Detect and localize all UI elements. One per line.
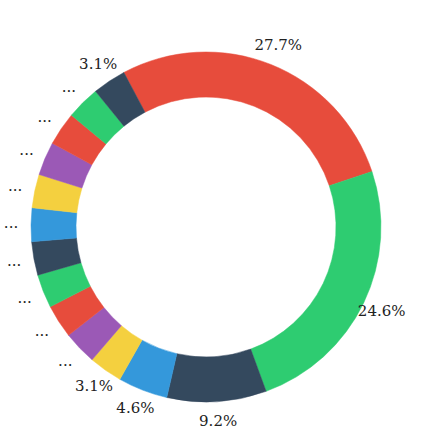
data-label: 3.1%	[79, 55, 117, 73]
data-label: 9.2%	[199, 412, 237, 430]
data-label: 27.7%	[254, 36, 302, 54]
slice	[124, 52, 372, 186]
data-label: ...	[4, 214, 18, 232]
data-label: 4.6%	[116, 399, 154, 417]
data-label: 24.6%	[358, 302, 406, 320]
data-label: ...	[8, 177, 22, 195]
slices	[31, 52, 381, 402]
labels: 27.7%24.6%9.2%4.6%3.1%..................…	[4, 36, 406, 430]
data-label: ...	[37, 108, 51, 126]
chart-container: 27.7%24.6%9.2%4.6%3.1%..................…	[0, 0, 426, 430]
data-label: 3.1%	[75, 377, 113, 395]
data-label: ...	[62, 78, 76, 96]
data-label: ...	[17, 289, 31, 307]
data-label: ...	[7, 252, 21, 270]
slice	[96, 72, 145, 126]
slice	[32, 238, 81, 275]
chart-svg: 27.7%24.6%9.2%4.6%3.1%..................…	[0, 0, 426, 430]
slice	[167, 349, 266, 402]
slice	[251, 172, 381, 392]
data-label: ...	[19, 141, 33, 159]
data-label: ...	[58, 352, 72, 370]
data-label: ...	[35, 322, 49, 340]
slice	[31, 208, 77, 242]
